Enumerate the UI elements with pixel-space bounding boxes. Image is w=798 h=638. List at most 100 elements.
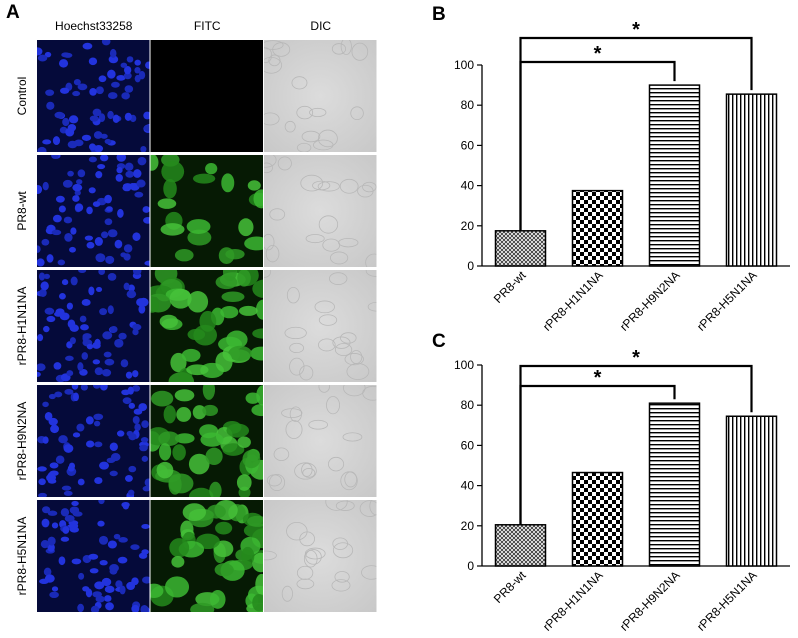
cell-outline — [361, 565, 377, 580]
nucleus — [107, 92, 118, 99]
nucleus — [37, 245, 41, 253]
bar — [648, 402, 701, 567]
cell-outline — [266, 474, 282, 487]
cell-outline — [285, 420, 303, 439]
nucleus — [107, 69, 116, 79]
cell — [214, 563, 234, 577]
cell — [188, 487, 214, 497]
nucleus — [51, 229, 62, 236]
nucleus — [73, 78, 81, 86]
nucleus — [105, 602, 114, 611]
cell-outline — [264, 270, 271, 278]
column-header: FITC — [194, 19, 221, 33]
cell — [163, 178, 177, 199]
micrograph-content — [150, 270, 263, 382]
nucleus — [106, 457, 116, 464]
cell-outline — [367, 301, 377, 312]
nucleus — [86, 241, 95, 249]
nucleus — [115, 173, 123, 182]
nucleus — [49, 462, 59, 469]
nucleus — [134, 59, 141, 66]
nucleus — [86, 206, 93, 215]
cell — [251, 552, 263, 573]
cell — [165, 576, 190, 598]
nucleus — [49, 591, 59, 599]
cell-outline — [264, 233, 275, 251]
cell-outline — [365, 270, 377, 277]
nucleus — [127, 386, 134, 395]
bar — [571, 189, 624, 267]
cell-outline — [359, 500, 377, 517]
cell-outline — [296, 578, 315, 590]
nucleus — [128, 489, 135, 496]
nucleus — [44, 412, 53, 421]
nucleus — [121, 501, 130, 508]
row-label: Control — [15, 77, 29, 116]
nucleus — [112, 114, 120, 123]
cell-outline — [362, 181, 377, 193]
nucleus — [58, 435, 68, 444]
nucleus — [63, 216, 73, 224]
nucleus — [124, 475, 133, 482]
cell-outline — [339, 178, 359, 194]
nucleus — [128, 402, 136, 409]
nucleus — [62, 526, 70, 534]
nucleus — [70, 276, 78, 286]
cell — [206, 504, 226, 519]
cell-outline — [289, 342, 305, 354]
cell-outline — [335, 500, 355, 511]
nucleus — [123, 282, 130, 291]
micrograph-content — [37, 385, 150, 497]
x-tick-label: PR8-wt — [491, 268, 529, 306]
cell — [157, 198, 177, 209]
nucleus — [37, 466, 47, 472]
nucleus — [59, 312, 70, 321]
nucleus — [63, 444, 74, 453]
nucleus — [125, 170, 135, 178]
nucleus — [38, 478, 46, 486]
nucleus — [100, 133, 108, 139]
nucleus — [61, 279, 69, 286]
nucleus — [51, 522, 59, 529]
nucleus — [69, 246, 76, 253]
nucleus — [105, 206, 113, 212]
nucleus — [61, 485, 72, 491]
nucleus — [107, 273, 117, 281]
nucleus — [136, 179, 146, 188]
nucleus — [47, 472, 55, 481]
nucleus — [66, 370, 74, 377]
nucleus — [80, 385, 88, 391]
significance-mark: * — [594, 367, 602, 389]
cell — [169, 538, 190, 558]
cell-outline — [284, 326, 307, 340]
nucleus — [60, 508, 70, 517]
nucleus — [132, 232, 141, 241]
cell-outline — [264, 56, 283, 74]
nucleus — [121, 92, 130, 100]
cell — [182, 503, 206, 521]
nucleus — [44, 307, 55, 315]
nucleus — [117, 556, 128, 564]
nucleus — [98, 535, 109, 545]
nucleus — [109, 48, 117, 58]
cell-outline — [286, 286, 300, 304]
background — [264, 40, 377, 152]
cell — [242, 449, 261, 469]
cell-outline — [269, 208, 286, 221]
nucleus — [76, 179, 83, 185]
nucleus — [132, 323, 142, 331]
significance-mark: * — [594, 43, 602, 65]
micrograph-content — [264, 385, 377, 497]
nucleus — [77, 478, 85, 486]
nucleus — [123, 244, 133, 253]
cell — [252, 328, 263, 339]
nucleus — [58, 293, 66, 300]
background — [264, 155, 377, 267]
nucleus — [107, 305, 114, 315]
nucleus — [107, 110, 114, 120]
micrograph-content — [37, 270, 150, 382]
row-label: rPR8-H5N1NA — [15, 517, 29, 596]
cell — [158, 431, 180, 447]
nucleus — [109, 442, 118, 452]
micrograph — [37, 500, 150, 612]
